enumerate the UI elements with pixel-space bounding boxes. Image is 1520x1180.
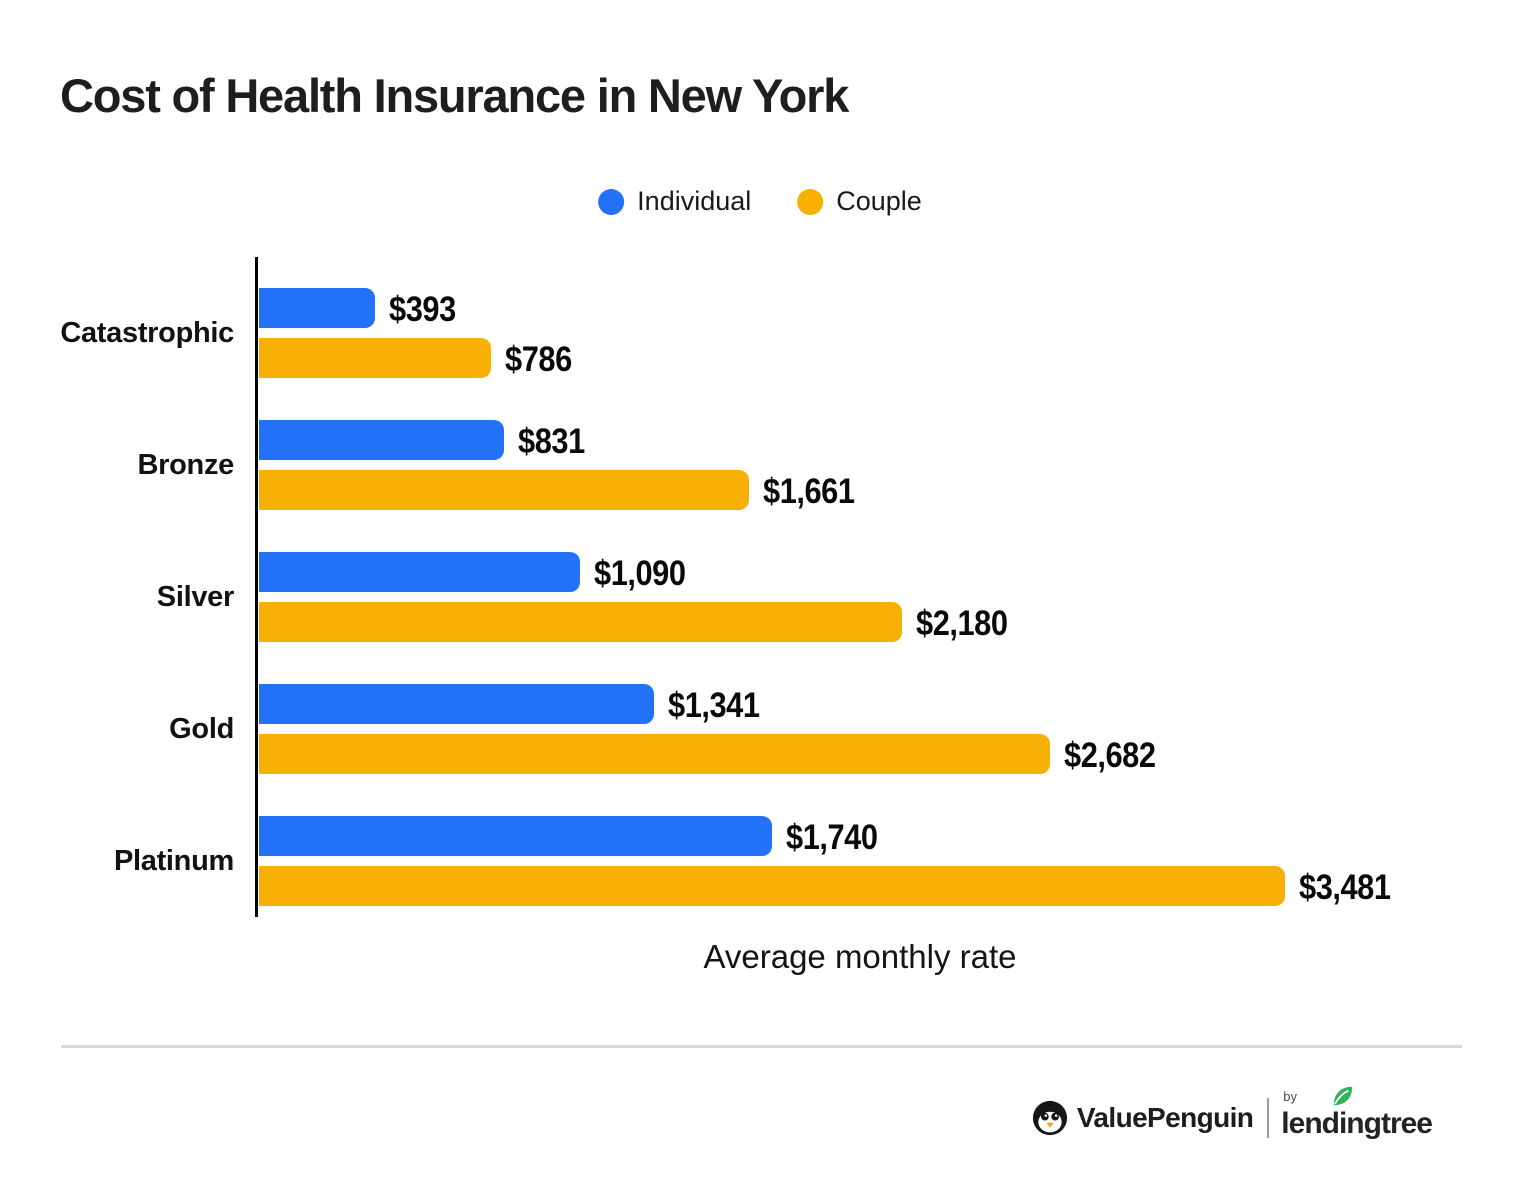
bar-couple-silver — [259, 602, 902, 642]
value-label-couple-catastrophic: $786 — [505, 340, 572, 379]
bar-individual-silver — [259, 552, 580, 592]
value-label-individual-platinum: $1,740 — [786, 818, 878, 857]
leaf-icon — [1330, 1083, 1356, 1109]
value-label-individual-bronze: $831 — [518, 422, 585, 461]
penguin-icon — [1032, 1100, 1068, 1136]
category-label-silver: Silver — [156, 581, 235, 613]
bar-couple-gold — [259, 734, 1050, 774]
logo-separator — [1267, 1098, 1270, 1138]
bar-individual-platinum — [259, 816, 772, 856]
category-label-catastrophic: Catastrophic — [60, 317, 234, 349]
bar-individual-gold — [259, 684, 654, 724]
category-label-platinum: Platinum — [113, 845, 234, 877]
legend-label-couple: Couple — [836, 186, 922, 216]
footer-logos: ValuePenguin by lendingtree — [1032, 1086, 1433, 1144]
value-label-individual-catastrophic: $393 — [389, 290, 456, 329]
value-label-couple-bronze: $1,661 — [763, 472, 855, 511]
value-label-individual-gold: $1,341 — [668, 686, 760, 725]
bar-couple-bronze — [259, 470, 749, 510]
value-label-couple-gold: $2,682 — [1064, 736, 1156, 775]
couple-legend-dot-icon — [797, 188, 824, 215]
individual-legend-dot-icon — [598, 188, 625, 215]
value-label-couple-platinum: $3,481 — [1299, 868, 1391, 907]
value-label-individual-silver: $1,090 — [594, 554, 686, 593]
footer-divider — [61, 1045, 1462, 1048]
legend: Individual Couple — [598, 186, 922, 217]
lendingtree-logo: by lendingtree — [1281, 1086, 1433, 1141]
lendingtree-brand: lendingtree — [1281, 1107, 1433, 1140]
bar-individual-catastrophic — [259, 288, 375, 328]
y-axis-line — [255, 257, 258, 917]
category-label-gold: Gold — [169, 713, 234, 745]
bar-couple-catastrophic — [259, 338, 491, 378]
bar-individual-bronze — [259, 420, 504, 460]
legend-label-individual: Individual — [637, 186, 752, 216]
by-label: by — [1283, 1089, 1298, 1104]
category-label-bronze: Bronze — [137, 449, 235, 481]
legend-item-individual: Individual — [598, 186, 751, 217]
value-label-couple-silver: $2,180 — [916, 604, 1008, 643]
chart-title: Cost of Health Insurance in New York — [60, 69, 849, 122]
valuepenguin-brand: ValuePenguin — [1076, 1102, 1254, 1133]
bar-chart: Catastrophic $393 $786 Bronze $831 $1,661 Silv… — [0, 257, 1520, 919]
x-axis-label: Average monthly rate — [703, 938, 1017, 975]
legend-item-couple: Couple — [797, 186, 922, 217]
bar-couple-platinum — [259, 866, 1285, 906]
